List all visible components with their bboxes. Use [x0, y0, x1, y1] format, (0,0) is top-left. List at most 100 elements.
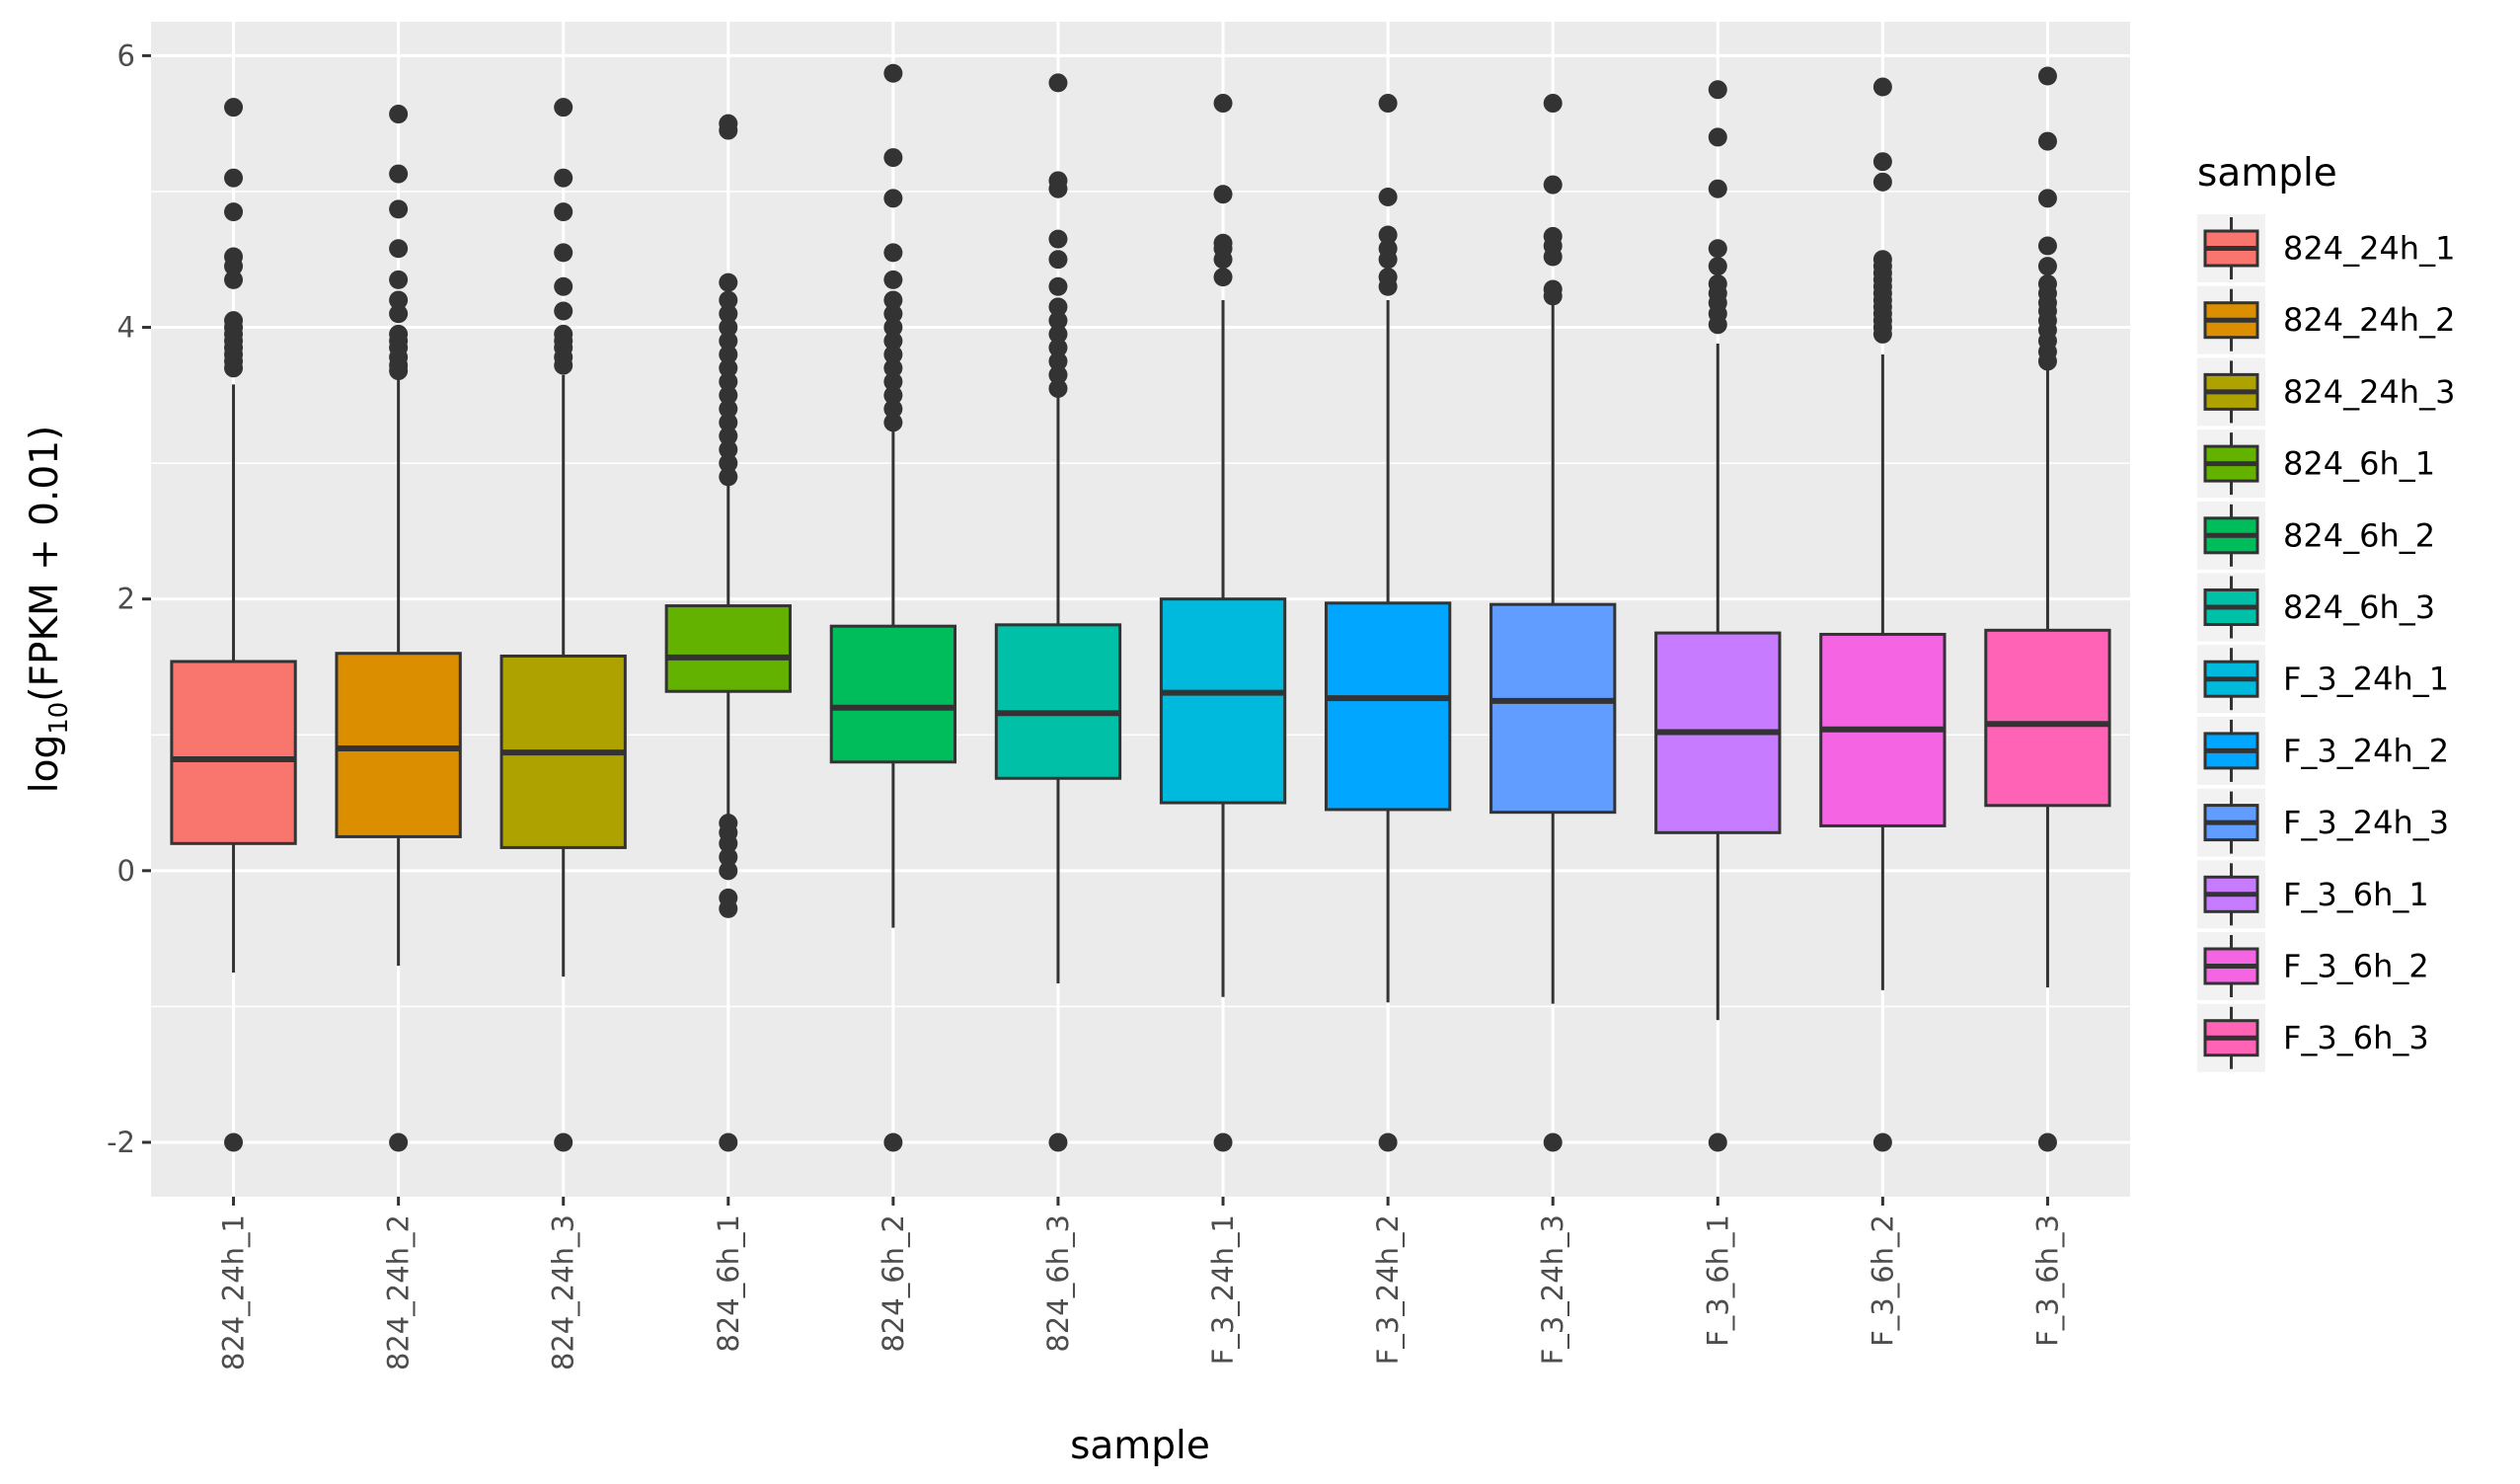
- legend-label: F_3_6h_1: [2283, 876, 2429, 913]
- outlier-point: [1378, 1133, 1398, 1152]
- outlier-point: [719, 413, 738, 432]
- outlier-point: [883, 243, 903, 263]
- outlier-point: [389, 164, 409, 184]
- outlier-point: [719, 273, 738, 292]
- outlier-point: [883, 270, 903, 289]
- outlier-point: [883, 189, 903, 208]
- legend-label: F_3_24h_2: [2283, 732, 2449, 769]
- outlier-point: [1708, 274, 1727, 294]
- outlier-point: [1543, 1133, 1563, 1152]
- outlier-point: [719, 372, 738, 392]
- legend-label: F_3_6h_2: [2283, 948, 2429, 985]
- plot-panel: [151, 22, 2130, 1197]
- box-824_6h_2: [829, 63, 957, 1152]
- outlier-point: [1213, 268, 1233, 287]
- legend-label: 824_24h_2: [2283, 301, 2455, 339]
- outlier-point: [1048, 1133, 1068, 1152]
- outlier-point: [719, 861, 738, 881]
- outlier-point: [224, 1133, 244, 1152]
- outlier-point: [719, 888, 738, 907]
- outlier-point: [1048, 378, 1068, 398]
- outlier-point: [1708, 127, 1727, 147]
- legend-item-F_3_6h_2: F_3_6h_2: [2197, 932, 2429, 1000]
- box-F_3_24h_3: [1489, 94, 1617, 1152]
- legend-label: 824_6h_1: [2283, 445, 2435, 483]
- box-824_6h_1: [664, 114, 792, 1152]
- y-axis-title-rest: (FPKM + 0.01): [23, 426, 67, 702]
- x-tick-label: 824_6h_2: [877, 1214, 910, 1353]
- outlier-point: [1872, 1133, 1892, 1152]
- outlier-point: [1213, 1133, 1233, 1152]
- outlier-point: [1708, 179, 1727, 198]
- outlier-point: [2037, 257, 2057, 276]
- x-tick-label: 824_6h_1: [712, 1214, 745, 1353]
- legend-label: F_3_6h_3: [2283, 1019, 2429, 1056]
- box-824_6h_3: [994, 73, 1122, 1152]
- y-axis: -2 0 2 4 6: [107, 39, 151, 1159]
- outlier-point: [1048, 229, 1068, 249]
- outlier-point: [224, 247, 244, 267]
- x-tick-label: 824_24h_1: [217, 1214, 251, 1370]
- outlier-point: [1708, 239, 1727, 259]
- outlier-point: [1378, 94, 1398, 114]
- outlier-point: [883, 345, 903, 364]
- outlier-point: [883, 1133, 903, 1152]
- y-axis-title: log10(FPKM + 0.01): [23, 426, 74, 793]
- outlier-point: [2037, 189, 2057, 208]
- outlier-point: [1213, 185, 1233, 204]
- outlier-point: [1048, 365, 1068, 385]
- legend-item-824_6h_2: 824_6h_2: [2197, 501, 2435, 570]
- outlier-point: [389, 290, 409, 310]
- x-tick-label: F_3_6h_1: [1701, 1214, 1734, 1347]
- outlier-point: [1378, 187, 1398, 206]
- legend-title: sample: [2197, 151, 2337, 195]
- outlier-point: [224, 311, 244, 331]
- outlier-point: [719, 114, 738, 133]
- y-tick-label: 4: [117, 311, 135, 345]
- outlier-point: [883, 372, 903, 392]
- outlier-point: [719, 385, 738, 405]
- outlier-point: [883, 413, 903, 432]
- x-axis-title: sample: [1070, 1424, 1210, 1468]
- outlier-point: [1048, 338, 1068, 357]
- outlier-point: [224, 168, 244, 188]
- x-tick-label: F_3_24h_3: [1536, 1214, 1569, 1365]
- outlier-point: [883, 399, 903, 419]
- y-tick-label: 2: [117, 583, 135, 616]
- legend-item-824_6h_3: 824_6h_3: [2197, 573, 2435, 642]
- legend-item-F_3_6h_3: F_3_6h_3: [2197, 1003, 2429, 1072]
- legend-item-824_24h_3: 824_24h_3: [2197, 357, 2455, 427]
- outlier-point: [883, 63, 903, 83]
- outlier-point: [1048, 297, 1068, 317]
- legend-label: F_3_24h_1: [2283, 661, 2449, 698]
- outlier-point: [1213, 233, 1233, 253]
- legend-label: 824_6h_3: [2283, 588, 2435, 626]
- x-tick-label: 824_6h_3: [1041, 1214, 1075, 1353]
- outlier-point: [883, 385, 903, 405]
- outlier-point: [883, 148, 903, 168]
- outlier-point: [1048, 250, 1068, 270]
- outlier-point: [719, 399, 738, 419]
- legend-item-F_3_24h_1: F_3_24h_1: [2197, 645, 2449, 714]
- outlier-point: [224, 98, 244, 117]
- outlier-point: [883, 290, 903, 310]
- outlier-point: [1708, 1133, 1727, 1152]
- box-body: [1984, 628, 2111, 808]
- box-body: [1159, 597, 1287, 805]
- outlier-point: [1872, 152, 1892, 172]
- legend-item-824_24h_1: 824_24h_1: [2197, 214, 2455, 282]
- outlier-point: [719, 345, 738, 364]
- boxes-layer: [170, 63, 2111, 1152]
- outlier-point: [719, 847, 738, 867]
- outlier-point: [1048, 276, 1068, 296]
- legend-item-824_6h_1: 824_6h_1: [2197, 430, 2435, 499]
- outlier-point: [389, 1133, 409, 1152]
- outlier-point: [389, 199, 409, 219]
- outlier-point: [719, 318, 738, 338]
- box-824_24h_3: [499, 98, 627, 1152]
- outlier-point: [1872, 250, 1892, 270]
- outlier-point: [1048, 171, 1068, 191]
- x-tick-label: F_3_24h_1: [1206, 1214, 1240, 1365]
- outlier-point: [1213, 94, 1233, 114]
